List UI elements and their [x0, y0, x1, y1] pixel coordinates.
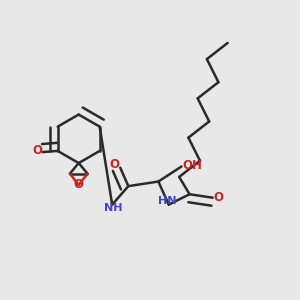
Text: O: O: [213, 191, 224, 204]
Text: O: O: [33, 144, 43, 158]
Text: O: O: [74, 178, 84, 191]
Text: NH: NH: [104, 203, 123, 213]
Text: O: O: [110, 158, 119, 171]
Text: HN: HN: [158, 196, 177, 206]
Text: OH: OH: [182, 159, 202, 172]
